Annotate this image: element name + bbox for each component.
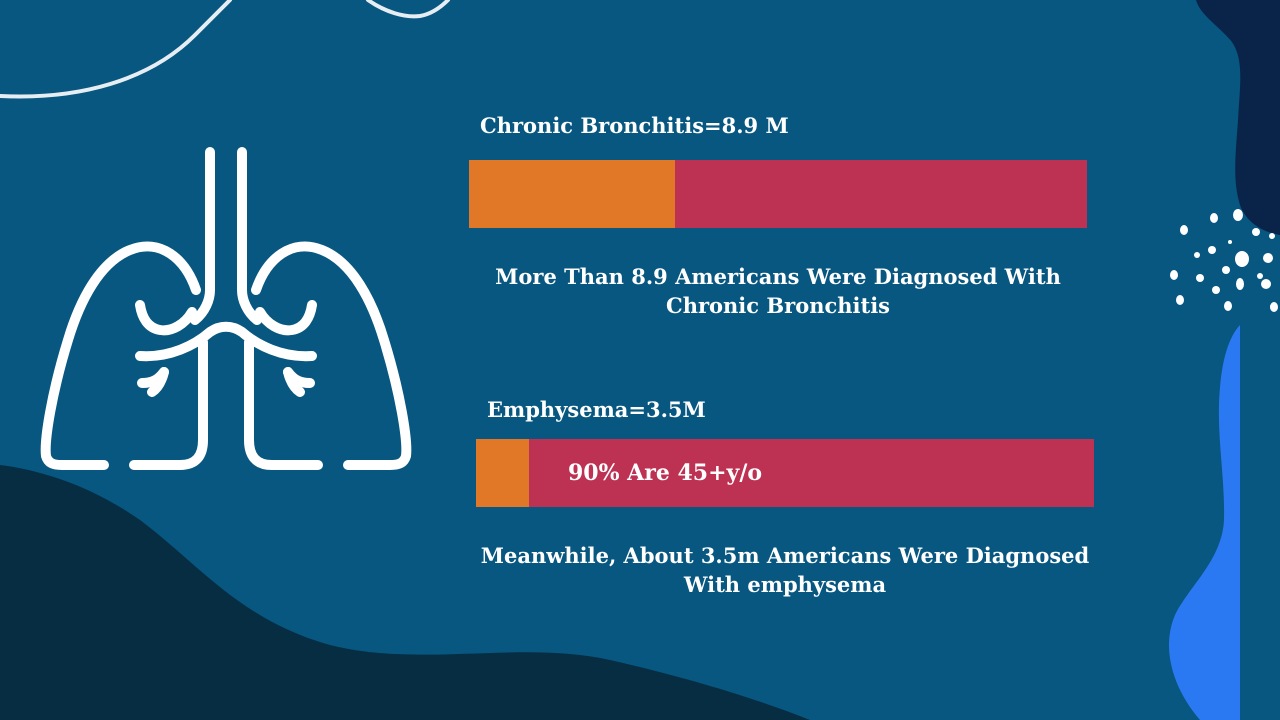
white-curve-line bbox=[0, 0, 232, 99]
emphysema-label: Emphysema=3.5M bbox=[487, 397, 706, 422]
white-curve-line bbox=[366, 0, 450, 19]
emphysema-bar-text: 90% Are 45+y/o bbox=[568, 460, 763, 486]
bronchitis-label: Chronic Bronchitis=8.9 M bbox=[480, 113, 789, 138]
bronchitis-caption: More Than 8.9 Americans Were Diagnosed W… bbox=[470, 262, 1086, 320]
emphysema-bar-fill bbox=[476, 439, 529, 507]
emphysema-caption: Meanwhile, About 3.5m Americans Were Dia… bbox=[470, 541, 1100, 599]
emphysema-bar-track bbox=[476, 439, 1094, 507]
dots-pattern bbox=[1170, 209, 1278, 312]
dark-blob-shape bbox=[0, 465, 810, 720]
bronchitis-bar bbox=[469, 160, 1087, 228]
bronchitis-caption-line: More Than 8.9 Americans Were Diagnosed W… bbox=[495, 264, 1061, 289]
navy-blob-shape bbox=[1196, 0, 1280, 235]
emphysema-bar: 90% Are 45+y/o bbox=[476, 439, 1094, 507]
emphysema-caption-line: Meanwhile, About 3.5m Americans Were Dia… bbox=[480, 543, 1090, 568]
bright-blue-blob-shape bbox=[1168, 325, 1240, 720]
emphysema-caption-line: With emphysema bbox=[683, 572, 887, 597]
bronchitis-bar-fill bbox=[469, 160, 676, 228]
bronchitis-caption-line: Chronic Bronchitis bbox=[665, 293, 891, 318]
